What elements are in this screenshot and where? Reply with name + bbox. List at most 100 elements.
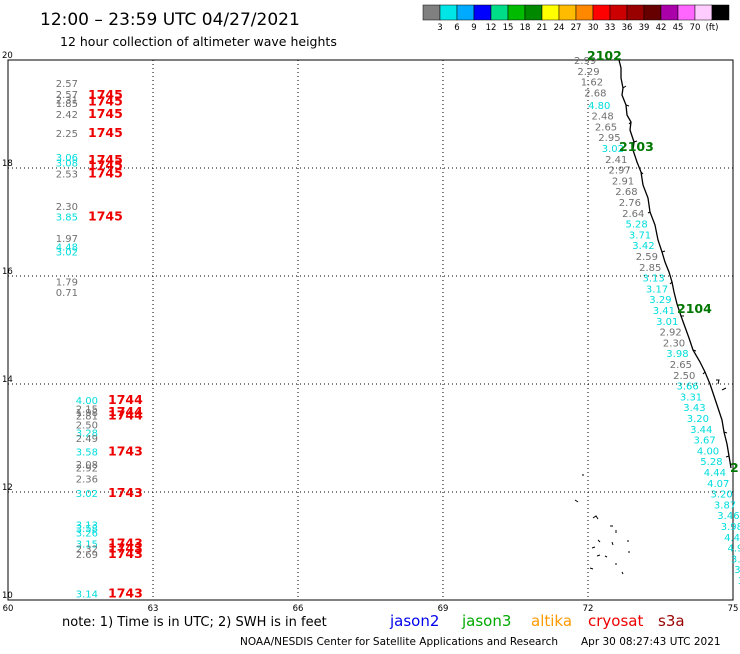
colorbar-swatch [558, 4, 577, 21]
wave-height-label: 3.29 [649, 295, 671, 306]
colorbar-swatch [490, 4, 509, 21]
wave-height-label: 3.98 [666, 349, 688, 360]
colorbar-label: (ft) [706, 23, 719, 33]
longitude-tick-label: 75 [728, 604, 739, 614]
credit-text: NOAA/NESDIS Center for Satellite Applica… [240, 636, 558, 648]
latitude-tick-label: 10 [2, 591, 13, 601]
wave-height-label: 3.02 [602, 144, 624, 155]
wave-height-label: 2.92 [76, 464, 98, 475]
pass-time-label: 1744 [108, 392, 143, 407]
wave-height-label: 2.41 [605, 155, 627, 166]
colorbar-swatch [626, 4, 645, 21]
coastline-india-west [618, 59, 732, 469]
wave-height-label: 2.30 [663, 338, 685, 349]
wave-height-label: 2.99 [574, 56, 596, 67]
wave-height-label: 2.81 [76, 411, 98, 422]
coastline-ticks [622, 85, 730, 458]
wave-height-label: 2.53 [56, 169, 78, 180]
colorbar-label: 3 [437, 23, 442, 33]
wave-height-label: 2.59 [636, 252, 658, 263]
pass-time-label: 1745 [88, 152, 123, 167]
wave-height-label: 2.68 [584, 88, 606, 99]
wave-height-label: 2.76 [619, 198, 641, 209]
colorbar-label: 39 [639, 23, 650, 33]
wave-height-label: 2.29 [577, 67, 599, 78]
colorbar-swatch [507, 4, 526, 21]
wave-height-label: 3.71 [629, 230, 651, 241]
wave-height-label: 2.64 [622, 209, 644, 220]
wave-height-label: 0.71 [56, 288, 78, 299]
wave-height-label: 2.31 [56, 95, 78, 106]
map-subtitle: 12 hour collection of altimeter wave hei… [60, 34, 337, 49]
colorbar-label: 6 [454, 23, 459, 33]
wave-height-label: 2.50 [76, 421, 98, 432]
latitude-tick-label: 12 [2, 483, 13, 493]
colorbar-swatch [694, 4, 713, 21]
wave-height-label: 2.91 [612, 176, 634, 187]
colorbar-swatch [473, 4, 492, 21]
colorbar-swatch [524, 4, 543, 21]
longitude-tick-label: 60 [3, 604, 14, 614]
axis-ticks: 60 63 66 69 72 75 20 18 16 14 12 10 [2, 51, 738, 614]
wave-height-label: 3.28 [76, 429, 98, 440]
colorbar-label: 21 [537, 23, 548, 33]
colorbar-swatch [592, 4, 611, 21]
wave-height-label: 3.15 [76, 539, 98, 550]
pass-time-label: 1745 [88, 165, 123, 180]
pass-time-label: 1743 [108, 586, 143, 601]
wave-height-label: 2.32 [76, 545, 98, 556]
colorbar-label: 45 [673, 23, 684, 33]
wave-height-label: 4.07 [707, 479, 729, 490]
longitude-tick-label: 72 [583, 604, 594, 614]
wave-height-label: 4.00 [76, 396, 98, 407]
wave-height-label: 3.26 [76, 529, 98, 540]
wave-height-label: 3.0 [734, 565, 740, 576]
colorbar-swatch [677, 4, 696, 21]
wave-height-label: 1.62 [581, 78, 603, 89]
wave-height-label: 3.06 [56, 153, 78, 164]
wave-height-label: 2.92 [660, 328, 682, 339]
colorbar-swatch [439, 4, 458, 21]
wave-height-label: 3.58 [76, 524, 98, 535]
wave-height-label: 4.41 [724, 533, 740, 544]
colorbar-label: 30 [588, 23, 599, 33]
latitude-tick-label: 14 [2, 375, 13, 385]
pass-time-label: 2104 [677, 301, 712, 316]
wave-height-label: 3.02 [76, 489, 98, 500]
wave-height-label: 3.58 [76, 448, 98, 459]
pass-time-label: 2103 [619, 139, 654, 154]
wave-height-label: 3.41 [653, 306, 675, 317]
wave-height-label: 1.98 [76, 408, 98, 419]
wave-height-label: 3.31 [680, 392, 702, 403]
pass-time-label: 1745 [88, 209, 123, 224]
satellite-name-jason3: jason3 [461, 612, 511, 630]
wave-height-label: 2.36 [76, 475, 98, 486]
pass-time-label: 1745 [88, 87, 123, 102]
colorbar-label: 18 [520, 23, 531, 33]
colorbar-label: 12 [486, 23, 497, 33]
legend-note: note: 1) Time is in UTC; 2) SWH is in fe… [62, 615, 327, 630]
colorbar-swatch [660, 4, 679, 21]
wave-height-label: 3.5 [731, 554, 740, 565]
wave-height-label: 3.20 [711, 490, 733, 501]
wave-height-label: 2.42 [56, 110, 78, 121]
wave-height-label: 2.65 [670, 360, 692, 371]
wave-height-label: 2.57 [56, 79, 78, 90]
wave-height-label: 2.48 [592, 112, 614, 123]
colorbar-label: 42 [656, 23, 667, 33]
satellite-name-cryosat: cryosat [588, 612, 643, 630]
pass-time-label: 1743 [108, 546, 143, 561]
latitude-tick-label: 18 [2, 159, 13, 169]
wave-height-label: 3.08 [56, 159, 78, 170]
pass-time-label: 1743 [108, 541, 143, 556]
wave-height-label: 3.14 [76, 590, 98, 601]
wave-height-label: 4.44 [704, 468, 726, 479]
longitude-tick-label: 69 [438, 604, 449, 614]
wave-height-label: 2.85 [639, 263, 661, 274]
timestamp-text: Apr 30 08:27:43 UTC 2021 [581, 636, 721, 648]
colorbar-swatch [711, 4, 730, 21]
left-satellite-track: 2.572.572.311.852.422.253.063.082.532.30… [56, 79, 143, 600]
wave-height-label: 2.08 [76, 460, 98, 471]
wave-height-label: 3.66 [677, 382, 699, 393]
